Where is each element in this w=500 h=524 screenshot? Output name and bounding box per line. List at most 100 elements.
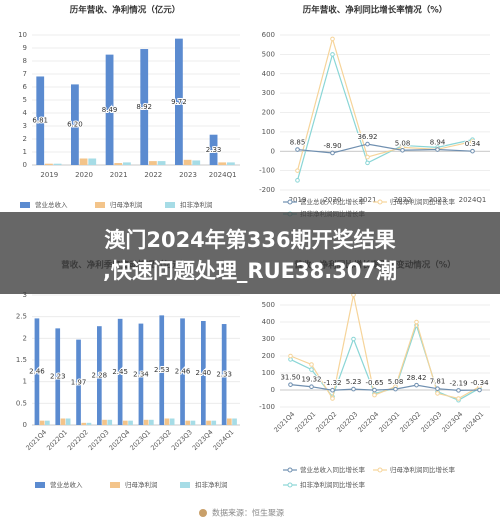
data-label: 8.92 <box>136 103 152 111</box>
data-label: 6.81 <box>32 117 48 125</box>
y-tick-label: 2 <box>23 135 27 143</box>
point <box>435 147 440 152</box>
x-tick-label: 2020 <box>324 196 342 204</box>
data-label: 2.53 <box>154 366 170 374</box>
bar <box>60 418 66 425</box>
bar <box>227 418 232 425</box>
bar <box>157 161 166 165</box>
data-label: 31.50 <box>280 374 300 382</box>
y-tick-label: 200 <box>262 109 275 117</box>
point <box>393 386 398 392</box>
data-label: 5.08 <box>395 139 411 147</box>
bar <box>149 161 157 165</box>
legend-label: 归母净利润同比增长率 <box>390 465 456 474</box>
x-tick-label: 2022 <box>394 196 412 204</box>
point <box>470 148 475 154</box>
point <box>288 382 293 387</box>
y-tick-label: 4 <box>23 109 28 117</box>
data-label: 5.23 <box>346 378 362 386</box>
line <box>297 143 473 154</box>
banner-background <box>0 212 500 294</box>
bar <box>55 328 61 425</box>
y-tick-label: 7 <box>23 70 27 78</box>
y-tick-label: 600 <box>262 31 275 39</box>
legend-swatch <box>377 199 383 205</box>
bar <box>218 162 227 165</box>
data-label: 2.46 <box>29 368 45 376</box>
point <box>456 396 461 401</box>
y-tick-label: 500 <box>262 301 275 309</box>
y-tick-label: 100 <box>262 128 275 136</box>
bar <box>45 420 50 425</box>
x-tick-label: 2021 <box>110 171 128 179</box>
data-label: 5.08 <box>388 378 404 386</box>
bar <box>209 134 218 165</box>
line <box>290 384 480 391</box>
legend-label: 营业总收入 <box>50 480 83 489</box>
bar <box>221 324 227 425</box>
point <box>309 362 314 367</box>
line <box>290 294 480 401</box>
data-label: 7.81 <box>430 378 446 386</box>
y-tick-label: 9 <box>23 44 27 52</box>
y-tick-label: 0 <box>23 161 27 169</box>
point <box>365 160 370 166</box>
data-label: 2.33 <box>206 146 222 154</box>
data-label: 2.46 <box>175 368 191 376</box>
x-tick-label: 2019 <box>289 196 307 204</box>
point <box>330 387 335 393</box>
bar <box>159 315 165 425</box>
legend-swatch <box>165 202 175 208</box>
y-tick-label: 0 <box>23 421 27 429</box>
y-tick-label: 2 <box>23 334 27 342</box>
bar <box>232 418 237 425</box>
bar <box>183 159 192 165</box>
data-label: 19.32 <box>301 376 321 384</box>
bar <box>149 419 154 425</box>
y-tick-label: 5 <box>23 96 27 104</box>
y-tick-label: 100 <box>262 369 275 377</box>
legend-swatch <box>110 482 120 488</box>
point <box>295 178 300 183</box>
y-tick-label: 3 <box>23 122 27 130</box>
data-label: -0.65 <box>365 379 383 387</box>
bar <box>190 420 196 425</box>
y-tick-label: 400 <box>262 70 275 78</box>
point <box>295 147 300 152</box>
bar <box>86 422 92 425</box>
y-tick-label: 300 <box>262 335 275 343</box>
data-label: 2.33 <box>216 371 232 379</box>
x-tick-label: 2023 <box>179 171 197 179</box>
data-label: 9.72 <box>171 98 187 106</box>
bar <box>53 163 62 165</box>
bar <box>138 323 144 425</box>
data-label: 36.92 <box>357 133 377 141</box>
data-label: -0.34 <box>470 379 489 387</box>
point <box>330 396 335 401</box>
point <box>456 388 461 393</box>
point <box>372 387 377 393</box>
bar <box>175 38 183 165</box>
point <box>351 336 356 342</box>
y-tick-label: 1 <box>23 148 27 156</box>
bar <box>88 158 97 165</box>
point <box>365 141 370 147</box>
x-tick-label: 2021 <box>359 196 377 204</box>
x-tick-label: 2024Q1 <box>209 171 237 179</box>
data-label: 2.40 <box>196 369 212 377</box>
y-tick-label: 400 <box>262 318 275 326</box>
legend-label: 扣非净利润 <box>180 200 213 209</box>
bar <box>39 420 45 425</box>
legend-swatch <box>95 202 105 208</box>
data-label: 2.28 <box>92 372 108 380</box>
bar <box>201 321 206 425</box>
line <box>296 52 473 181</box>
point <box>414 319 419 325</box>
legend-label: 营业总收入 <box>35 200 68 209</box>
point <box>435 386 440 391</box>
legend-label: 营业总收入同比增长率 <box>300 197 366 206</box>
point <box>372 392 377 398</box>
bar <box>71 84 79 165</box>
bar <box>169 418 175 425</box>
